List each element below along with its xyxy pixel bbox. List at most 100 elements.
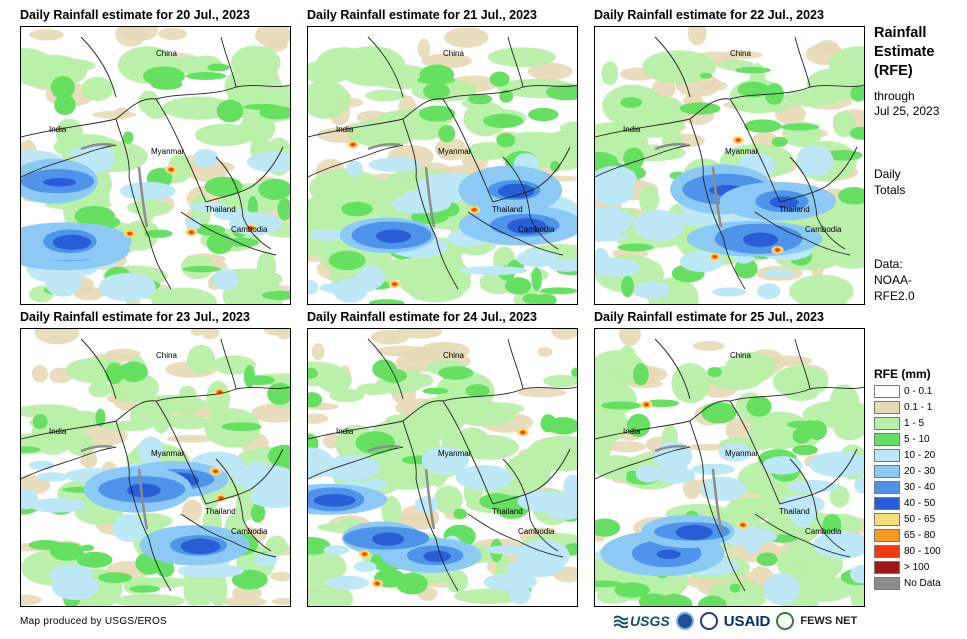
- map-place-label: Myanmar: [725, 449, 759, 458]
- legend-swatch: [874, 560, 900, 574]
- map-place-label: India: [336, 125, 354, 134]
- legend-swatch: [874, 384, 900, 398]
- map-place-label: Myanmar: [438, 449, 472, 458]
- legend-label: 10 - 20: [904, 449, 936, 461]
- map-place-label: Cambodia: [805, 225, 842, 234]
- legend-title: RFE (mm): [874, 367, 931, 381]
- legend-item: 65 - 80: [874, 528, 935, 542]
- data-label: Data:: [874, 257, 903, 271]
- map-place-label: Myanmar: [151, 449, 185, 458]
- daily-label: Daily: [874, 167, 901, 181]
- legend-label: 1 - 5: [904, 417, 925, 429]
- legend-item: 20 - 30: [874, 464, 935, 478]
- rainfall-map: China India Myanmar Thailand Cambodia: [20, 328, 291, 607]
- rainfall-map-graphic: [595, 329, 864, 606]
- map-place-label: Cambodia: [518, 527, 555, 536]
- panel-title: Daily Rainfall estimate for 23 Jul., 202…: [20, 310, 250, 324]
- rainfall-map-graphic: [21, 27, 290, 304]
- legend-swatch: [874, 576, 900, 590]
- map-place-label: Thailand: [205, 205, 236, 214]
- legend-item: 0 - 0.1: [874, 384, 932, 398]
- usaid-logo: USAID: [723, 612, 771, 630]
- legend-item: No Data: [874, 576, 941, 590]
- map-place-label: Thailand: [779, 507, 810, 516]
- map-place-label: Myanmar: [725, 147, 759, 156]
- through-label: through: [874, 89, 915, 103]
- totals-label: Totals: [874, 183, 906, 197]
- legend-label: 50 - 65: [904, 513, 936, 525]
- noaa-logo-icon: [675, 612, 694, 630]
- rainfall-map: China India Myanmar Thailand Cambodia: [594, 26, 865, 305]
- panel-title: Daily Rainfall estimate for 20 Jul., 202…: [20, 8, 250, 22]
- map-place-label: India: [623, 125, 641, 134]
- rainfall-map: China India Myanmar Thailand Cambodia: [307, 26, 578, 305]
- legend-item: 80 - 100: [874, 544, 941, 558]
- side-title: Rainfall Estimate (RFE): [874, 24, 934, 81]
- legend-swatch: [874, 432, 900, 446]
- legend-swatch: [874, 496, 900, 510]
- side-title-line: Rainfall: [874, 25, 927, 41]
- map-credit: Map produced by USGS/EROS: [20, 616, 168, 627]
- map-place-label: Cambodia: [231, 527, 268, 536]
- logo-strip: USGS USAID FEWS NET: [614, 608, 857, 634]
- legend-label: 0.1 - 1: [904, 401, 933, 413]
- map-place-label: China: [730, 351, 751, 360]
- legend-label: > 100: [904, 561, 930, 573]
- map-place-label: Cambodia: [805, 527, 842, 536]
- map-place-label: Myanmar: [151, 147, 185, 156]
- legend-swatch: [874, 480, 900, 494]
- legend-label: 65 - 80: [904, 529, 936, 541]
- legend-swatch: [874, 464, 900, 478]
- legend-item: 10 - 20: [874, 448, 935, 462]
- rainfall-map-graphic: [308, 27, 577, 304]
- panel-title: Daily Rainfall estimate for 22 Jul., 202…: [594, 8, 824, 22]
- panel-title: Daily Rainfall estimate for 24 Jul., 202…: [307, 310, 537, 324]
- data-source-line-2: RFE2.0: [874, 289, 915, 303]
- map-place-label: Thailand: [492, 205, 523, 214]
- legend-item: 5 - 10: [874, 432, 930, 446]
- usgs-waves-icon: [614, 615, 628, 628]
- legend-swatch: [874, 544, 900, 558]
- map-place-label: Thailand: [205, 507, 236, 516]
- usgs-text: USGS: [630, 613, 670, 629]
- legend-item: 0.1 - 1: [874, 400, 932, 414]
- rainfall-map: China India Myanmar Thailand Cambodia: [594, 328, 865, 607]
- rainfall-map-graphic: [21, 329, 290, 606]
- map-place-label: India: [623, 427, 641, 436]
- panel-title: Daily Rainfall estimate for 25 Jul., 202…: [594, 310, 824, 324]
- map-place-label: India: [49, 427, 67, 436]
- map-place-label: Thailand: [779, 205, 810, 214]
- map-place-label: Cambodia: [518, 225, 555, 234]
- fews-net-logo: FEWS NET: [800, 615, 858, 627]
- legend-label: 80 - 100: [904, 545, 941, 557]
- side-title-line: (RFE): [874, 63, 913, 79]
- map-place-label: Thailand: [492, 507, 523, 516]
- legend-swatch: [874, 448, 900, 462]
- legend-label: 30 - 40: [904, 481, 936, 493]
- side-title-line: Estimate: [874, 44, 935, 60]
- map-place-label: India: [336, 427, 354, 436]
- fews-globe-icon: [776, 612, 795, 630]
- map-place-label: China: [156, 351, 177, 360]
- map-place-label: Myanmar: [438, 147, 472, 156]
- legend-item: > 100: [874, 560, 929, 574]
- rainfall-map-graphic: [595, 27, 864, 304]
- legend-label: 20 - 30: [904, 465, 936, 477]
- map-place-label: China: [730, 49, 751, 58]
- legend-item: 30 - 40: [874, 480, 935, 494]
- map-place-label: Cambodia: [231, 225, 268, 234]
- legend-label: 0 - 0.1: [904, 385, 933, 397]
- map-place-label: China: [156, 49, 177, 58]
- legend-label: 5 - 10: [904, 433, 930, 445]
- usgs-logo: USGS: [614, 613, 670, 629]
- legend-label: 40 - 50: [904, 497, 936, 509]
- legend-swatch: [874, 528, 900, 542]
- rainfall-map: China India Myanmar Thailand Cambodia: [20, 26, 291, 305]
- rainfall-map: China India Myanmar Thailand Cambodia: [307, 328, 578, 607]
- legend-swatch: [874, 400, 900, 414]
- map-place-label: China: [443, 49, 464, 58]
- legend-item: 40 - 50: [874, 496, 935, 510]
- legend-swatch: [874, 416, 900, 430]
- rainfall-map-graphic: [308, 329, 577, 606]
- legend-item: 1 - 5: [874, 416, 924, 430]
